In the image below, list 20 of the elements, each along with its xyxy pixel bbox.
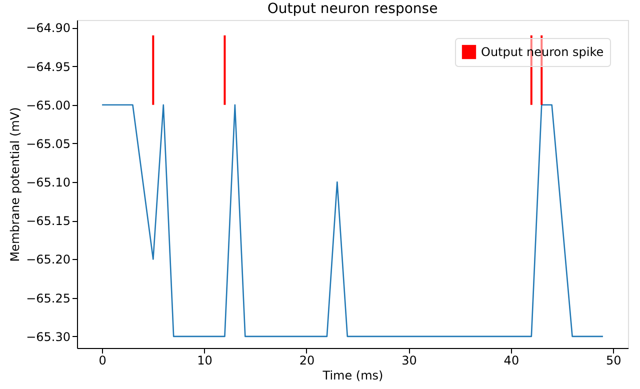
- y-tick-label: −65.00: [26, 98, 70, 112]
- y-tick-label: −65.15: [26, 214, 70, 228]
- y-tick-label: −65.20: [26, 252, 70, 267]
- x-tick-label: 30: [402, 354, 417, 368]
- x-axis-title: Time (ms): [322, 368, 384, 382]
- legend-label: Output neuron spike: [481, 45, 604, 59]
- y-tick-label: −65.30: [26, 330, 70, 344]
- chart-title: Output neuron response: [267, 1, 438, 17]
- y-tick-label: −65.25: [26, 291, 70, 306]
- x-tick-label: 10: [197, 354, 212, 368]
- y-axis-title: Membrane potential (mV): [8, 107, 22, 262]
- x-tick-label: 0: [98, 354, 106, 368]
- line-series: [101, 104, 604, 338]
- y-tick-label: −65.05: [26, 136, 70, 151]
- x-tick-label: 50: [606, 354, 622, 368]
- x-tick-label: 20: [299, 354, 315, 368]
- x-tick-label: 40: [504, 354, 520, 368]
- y-tick-label: −64.90: [26, 21, 70, 36]
- y-tick-label: −64.95: [26, 60, 70, 74]
- y-tick-label: −65.10: [26, 176, 70, 190]
